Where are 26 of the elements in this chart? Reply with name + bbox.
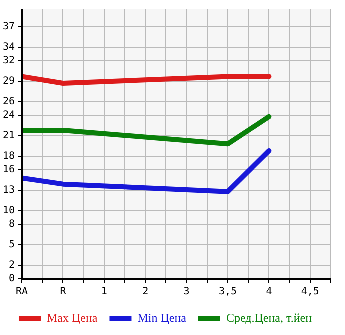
y-tick-label: 21 [2,130,16,142]
y-tick-label: 24 [2,110,16,122]
legend-label: Max Цена [46,311,98,326]
y-tick-label: 37 [2,22,16,33]
x-tick-label: 2 [142,286,149,298]
y-tick-label: 26 [2,96,16,108]
y-tick-label: 32 [2,56,16,67]
x-tick-label: RA [16,286,28,298]
y-tick-label: 34 [2,42,16,54]
x-tick-label: 4 [266,286,272,298]
x-tick-label: R [60,286,68,298]
y-tick-label: 16 [2,164,16,176]
x-tick-label: 3 [184,286,190,298]
y-tick-label: 29 [2,76,16,88]
y-tick-label: 0 [9,274,16,285]
y-tick-label: 8 [9,219,16,230]
y-tick-label: 2 [9,260,16,271]
y-tick-label: 13 [2,185,16,196]
y-tick-label: 18 [2,150,16,162]
legend-label: Min Цена [138,311,188,326]
x-tick-label: 4,5 [301,286,320,298]
y-tick-label: 10 [2,205,16,216]
x-tick-label: 1 [101,286,108,298]
x-tick-label: 3,5 [218,286,238,298]
legend-label: Сред.Цена, т.йен [226,311,313,326]
y-tick-label: 5 [9,240,16,251]
